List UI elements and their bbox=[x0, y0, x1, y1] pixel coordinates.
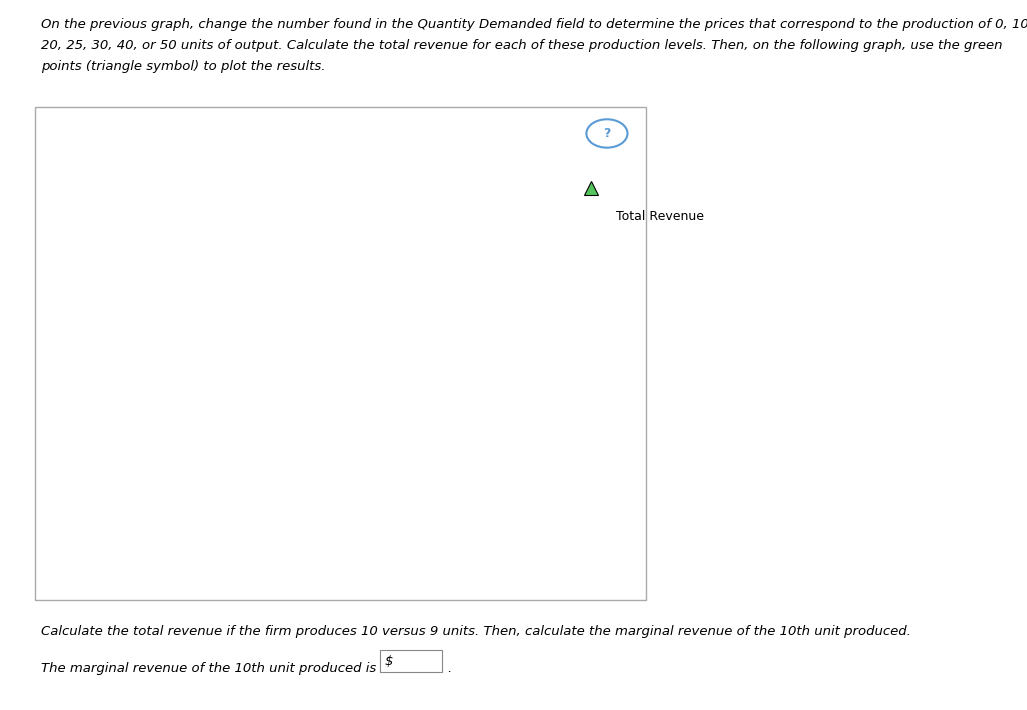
Text: 20, 25, 30, 40, or 50 units of output. Calculate the total revenue for each of t: 20, 25, 30, 40, or 50 units of output. C… bbox=[41, 39, 1002, 52]
Y-axis label: TOTAL REVENUE (Dollars): TOTAL REVENUE (Dollars) bbox=[43, 283, 56, 434]
Text: $: $ bbox=[384, 655, 392, 667]
Text: ?: ? bbox=[603, 127, 611, 140]
Text: Calculate the total revenue if the firm produces 10 versus 9 units. Then, calcul: Calculate the total revenue if the firm … bbox=[41, 625, 911, 638]
Text: Total Revenue: Total Revenue bbox=[616, 210, 705, 223]
X-axis label: QUANTITY (Number of units): QUANTITY (Number of units) bbox=[242, 582, 410, 595]
Text: points (triangle symbol) to plot the results.: points (triangle symbol) to plot the res… bbox=[41, 60, 326, 73]
Text: .: . bbox=[447, 662, 451, 674]
Text: The marginal revenue of the 10th unit produced is: The marginal revenue of the 10th unit pr… bbox=[41, 662, 381, 674]
Text: On the previous graph, change the number found in the Quantity Demanded field to: On the previous graph, change the number… bbox=[41, 18, 1027, 31]
